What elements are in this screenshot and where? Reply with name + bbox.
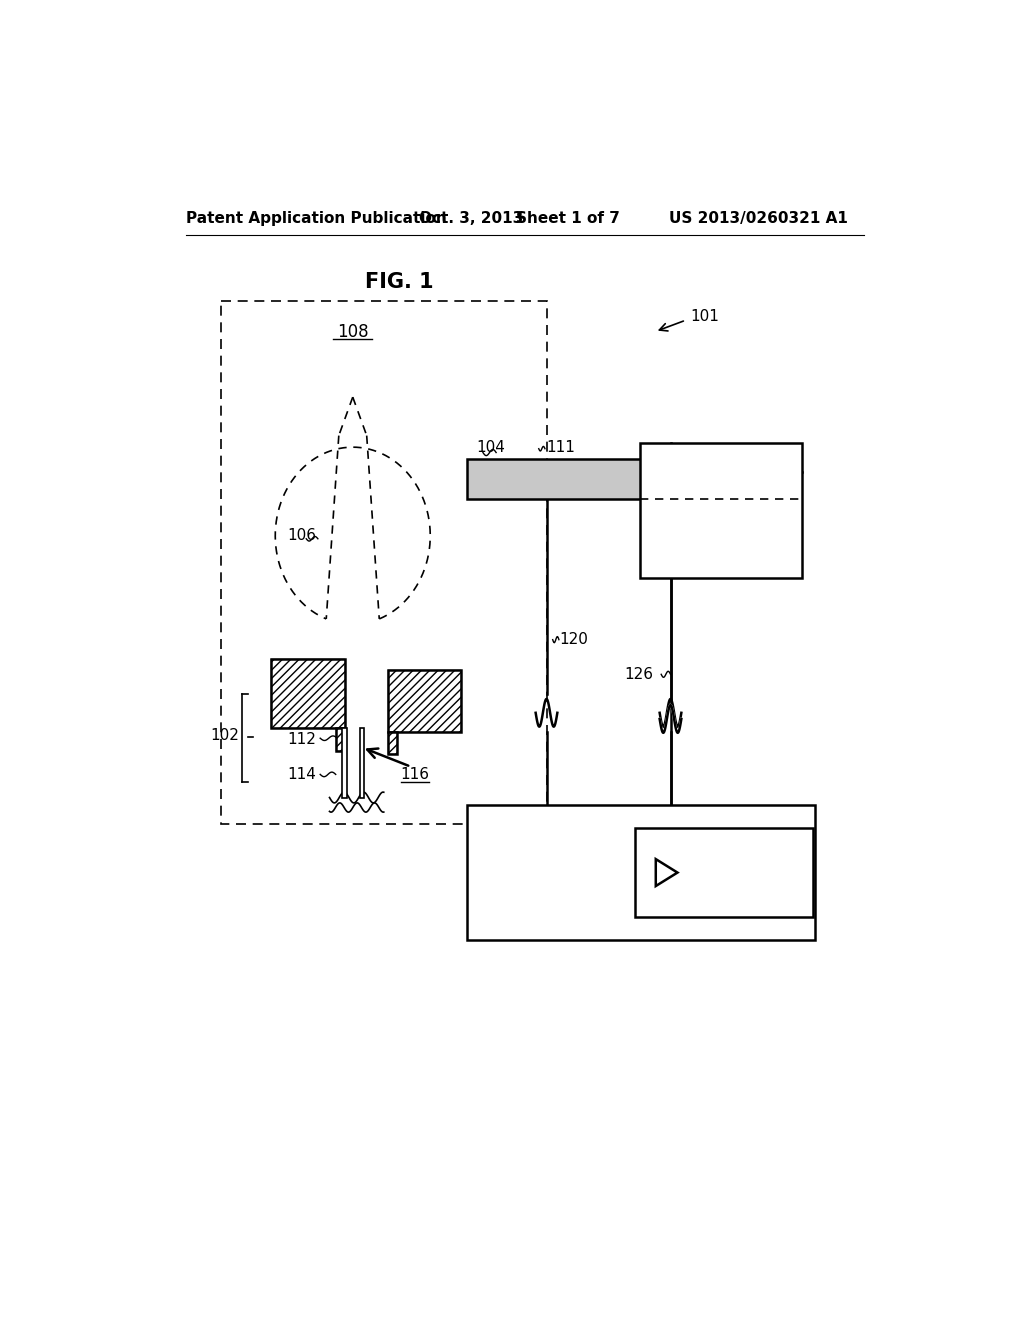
Bar (640, 444, 802, 578)
Bar (271, 659, 345, 729)
Text: Oct. 3, 2013: Oct. 3, 2013 (419, 211, 523, 226)
Text: 124: 124 (490, 843, 519, 859)
Bar (467, 459, 660, 499)
Text: 108: 108 (337, 322, 369, 341)
Text: 106: 106 (287, 528, 315, 544)
Bar (467, 805, 815, 940)
Text: 120: 120 (559, 632, 588, 647)
Text: 101: 101 (690, 309, 719, 323)
Bar (359, 729, 365, 797)
Bar (221, 301, 547, 825)
Text: 112: 112 (288, 733, 316, 747)
Text: 104: 104 (477, 440, 506, 454)
Bar (342, 729, 346, 797)
Text: 111: 111 (547, 440, 575, 454)
Polygon shape (655, 859, 678, 886)
Text: COOLING
APPARATUS: COOLING APPARATUS (671, 513, 771, 548)
Bar (336, 729, 345, 751)
Text: US 2013/0260321 A1: US 2013/0260321 A1 (669, 211, 848, 226)
Text: 102: 102 (210, 729, 239, 743)
Text: WAVEFORM
GENERATOR: WAVEFORM GENERATOR (684, 849, 787, 884)
Bar (388, 671, 461, 733)
Bar (388, 671, 461, 733)
Text: ELECTRODE CONTROLLER: ELECTRODE CONTROLLER (531, 902, 751, 916)
Bar (388, 733, 397, 754)
Bar (271, 659, 345, 729)
Text: Sheet 1 of 7: Sheet 1 of 7 (515, 211, 620, 226)
Text: 126: 126 (624, 667, 653, 682)
Text: ELECTRODE: ELECTRODE (509, 470, 618, 487)
Bar (635, 829, 813, 917)
Text: 110: 110 (707, 558, 735, 573)
Text: 122: 122 (721, 909, 750, 924)
Text: Patent Application Publication: Patent Application Publication (186, 211, 446, 226)
Text: 118: 118 (627, 919, 655, 933)
Bar (388, 733, 397, 754)
Text: 116: 116 (400, 767, 429, 781)
Text: 114: 114 (288, 767, 316, 781)
Bar (336, 729, 345, 751)
Text: FIG. 1: FIG. 1 (365, 272, 433, 292)
